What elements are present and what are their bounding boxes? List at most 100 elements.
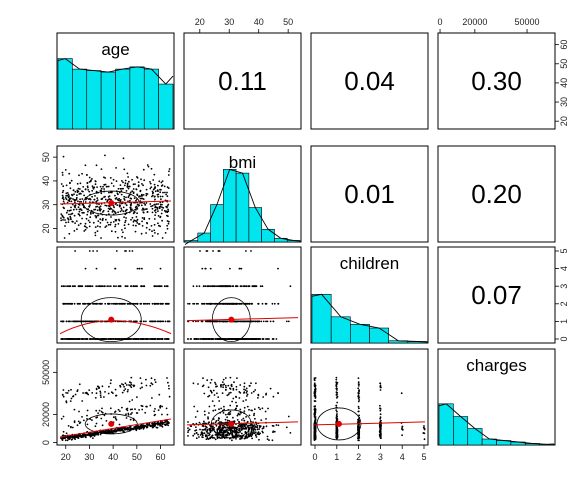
data-point	[257, 433, 260, 436]
data-point	[248, 302, 251, 305]
data-point	[136, 203, 139, 206]
data-point	[157, 203, 160, 205]
data-point	[129, 381, 131, 384]
data-point	[212, 425, 214, 427]
data-point	[379, 436, 382, 438]
data-point	[199, 428, 201, 431]
data-point	[314, 400, 317, 402]
data-point	[243, 382, 246, 385]
data-point	[135, 285, 138, 288]
data-point	[81, 435, 83, 437]
data-point	[79, 182, 82, 185]
correlation-ellipse	[80, 297, 142, 343]
data-point	[154, 195, 156, 198]
data-point	[139, 338, 142, 340]
data-point	[91, 432, 94, 435]
data-point	[157, 222, 159, 225]
data-point	[237, 425, 240, 427]
data-point	[357, 397, 360, 400]
data-point	[335, 414, 338, 417]
data-point	[92, 250, 94, 252]
data-point	[224, 384, 227, 387]
data-point	[209, 302, 212, 305]
data-point	[195, 338, 198, 340]
data-point	[195, 429, 198, 431]
data-point	[232, 430, 235, 433]
data-point	[205, 426, 207, 428]
data-point	[379, 428, 382, 430]
data-point	[107, 207, 110, 210]
data-point	[243, 406, 246, 409]
tick-label-age-40: 40	[108, 452, 118, 462]
data-point	[133, 210, 136, 213]
data-point	[214, 421, 217, 424]
data-point	[117, 236, 119, 239]
data-point	[70, 218, 72, 221]
data-point	[166, 377, 168, 379]
data-point	[125, 285, 128, 288]
data-point	[207, 395, 210, 398]
data-point	[272, 430, 275, 433]
data-point	[335, 416, 338, 419]
density-line	[311, 293, 428, 343]
data-point	[88, 225, 91, 228]
data-point	[95, 200, 98, 203]
data-point	[187, 435, 189, 437]
data-point	[215, 320, 218, 323]
data-point	[357, 419, 360, 422]
data-point	[227, 431, 229, 434]
data-point	[109, 407, 112, 410]
data-point	[99, 392, 102, 394]
data-point	[251, 425, 254, 427]
data-point	[209, 382, 212, 384]
data-point	[107, 302, 110, 305]
data-point	[204, 267, 207, 270]
data-point	[67, 389, 70, 392]
data-point	[163, 423, 166, 426]
data-point	[214, 409, 217, 411]
data-point	[157, 190, 159, 192]
data-point	[235, 433, 237, 436]
tick-label-age-50: 50	[559, 59, 569, 69]
data-point	[62, 389, 65, 391]
data-point	[70, 320, 72, 323]
data-point	[218, 320, 221, 323]
data-point	[143, 179, 146, 182]
data-point	[135, 224, 137, 227]
data-point	[69, 197, 72, 200]
data-point	[314, 391, 317, 393]
data-point	[226, 421, 229, 424]
data-point	[217, 250, 220, 252]
data-point	[66, 209, 69, 212]
data-point	[236, 405, 238, 408]
data-point	[139, 197, 142, 200]
data-point	[98, 207, 101, 210]
data-point	[161, 405, 164, 408]
data-point	[335, 376, 338, 379]
data-point	[259, 426, 261, 429]
data-point	[83, 230, 86, 232]
data-point	[99, 185, 102, 188]
data-point	[60, 219, 63, 222]
data-point	[243, 424, 246, 427]
data-point	[112, 221, 115, 223]
data-point	[157, 423, 159, 425]
data-point	[149, 404, 152, 407]
data-point	[204, 428, 207, 430]
data-point	[125, 196, 127, 199]
panel-bmi-charges	[437, 145, 556, 243]
data-point	[105, 431, 108, 434]
data-point	[91, 195, 93, 198]
data-point	[77, 285, 80, 288]
data-point	[84, 222, 87, 225]
data-point	[104, 154, 106, 157]
data-point	[257, 302, 260, 305]
data-point	[81, 198, 84, 200]
data-point	[114, 417, 117, 420]
data-point	[213, 427, 216, 429]
data-point	[108, 429, 111, 432]
mean-point	[228, 316, 235, 323]
data-point	[124, 227, 126, 230]
data-point	[143, 209, 145, 211]
data-point	[73, 302, 76, 305]
